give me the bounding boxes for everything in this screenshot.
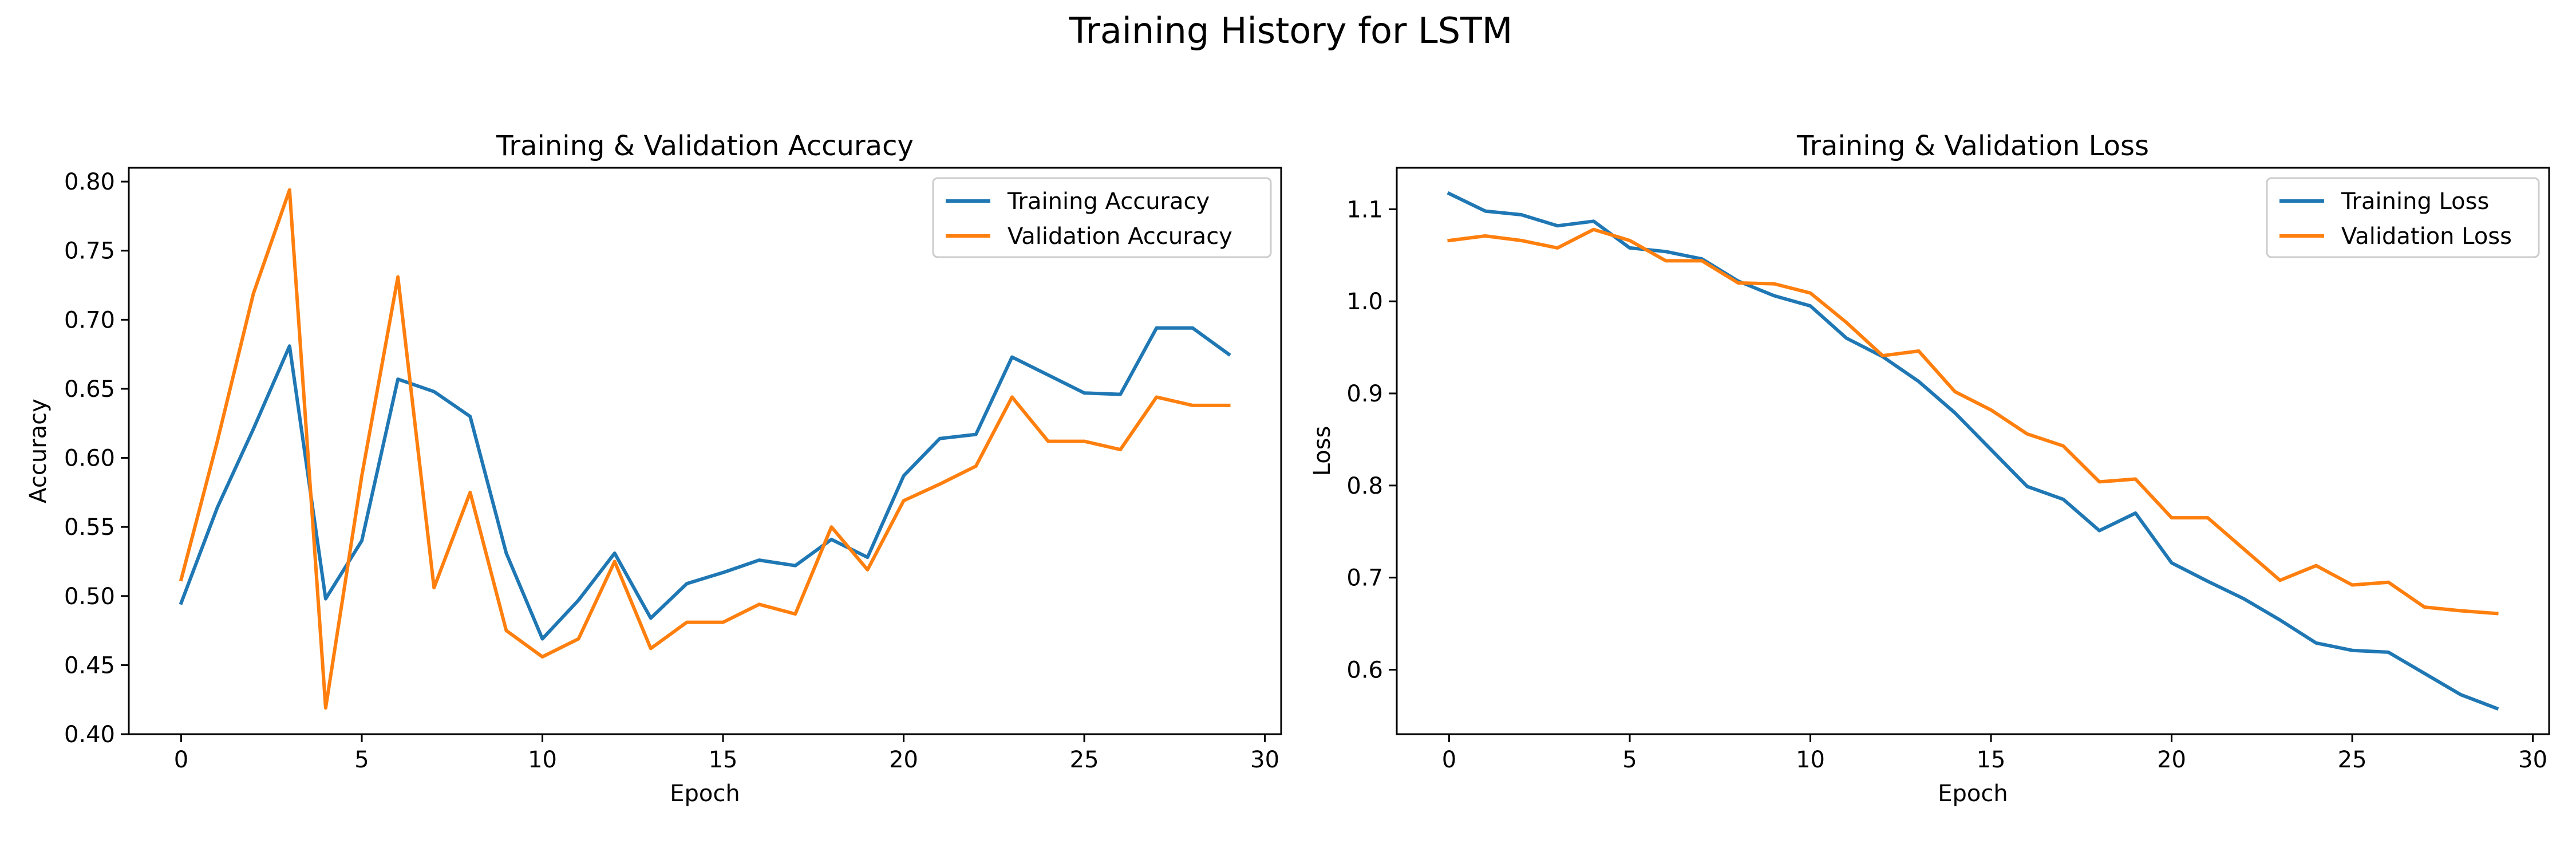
accuracy-x-tick-label: 5 (354, 747, 369, 773)
accuracy-y-tick-label: 0.45 (64, 652, 115, 679)
loss-y-tick-label: 1.0 (1346, 289, 1383, 315)
accuracy-x-tick-label: 10 (528, 747, 557, 773)
loss-y-tick-label: 1.1 (1346, 196, 1383, 223)
loss-axes-frame (1396, 167, 2550, 735)
accuracy-chart: 0 5 10 15 20 25 30 0.40 0.45 0.50 0.55 0.60 0.65 0.70… (25, 130, 1282, 807)
accuracy-y-tick-label: 0.65 (64, 376, 115, 403)
accuracy-x-tick-label: 0 (174, 747, 188, 773)
accuracy-series-line-training (179, 326, 1231, 641)
accuracy-chart-title: Training & Validation Accuracy (496, 130, 914, 162)
loss-x-tick-label: 10 (1796, 747, 1825, 773)
loss-x-tick-label: 30 (2518, 747, 2547, 773)
accuracy-axes-frame (128, 167, 1282, 735)
accuracy-x-tick-label: 30 (1250, 747, 1279, 773)
loss-y-tick-label: 0.7 (1346, 565, 1383, 592)
accuracy-legend-label-training: Training Accuracy (1007, 188, 1210, 215)
accuracy-y-tick-label: 0.70 (64, 307, 115, 333)
accuracy-y-tick-label: 0.60 (64, 446, 115, 472)
accuracy-x-axis-label: Epoch (670, 781, 740, 807)
accuracy-y-tick-label: 0.75 (64, 238, 115, 265)
accuracy-y-tick-label: 0.40 (64, 722, 115, 748)
loss-series-line-validation (1447, 227, 2499, 616)
loss-legend-label-training: Training Loss (2341, 188, 2489, 215)
accuracy-legend-box (932, 177, 1272, 258)
loss-series-line-training (1447, 191, 2499, 711)
figure-title: Training History for LSTM (1069, 10, 1513, 52)
loss-x-tick-label: 25 (2338, 747, 2367, 773)
loss-chart-title: Training & Validation Loss (1796, 130, 2149, 162)
accuracy-x-tick-label: 25 (1070, 747, 1099, 773)
loss-legend-box (2266, 177, 2540, 258)
loss-legend: Training Loss Validation Loss (2266, 177, 2540, 258)
loss-y-tick-label: 0.8 (1346, 473, 1383, 499)
loss-y-tick-label: 0.9 (1346, 381, 1383, 407)
loss-chart: 0 5 10 15 20 25 30 0.6 0.7 0.8 0.9 1.0 1.1 Training &… (1309, 130, 2550, 807)
accuracy-legend: Training Accuracy Validation Accuracy (932, 177, 1272, 258)
accuracy-x-tick-label: 20 (889, 747, 918, 773)
accuracy-x-tick-label: 15 (709, 747, 738, 773)
loss-x-tick-label: 15 (1977, 747, 2006, 773)
loss-plot-area (1397, 168, 2549, 734)
loss-y-axis-label: Loss (1309, 426, 1336, 476)
loss-legend-label-validation: Validation Loss (2341, 223, 2512, 250)
loss-x-tick-label: 20 (2157, 747, 2186, 773)
loss-x-tick-label: 5 (1622, 747, 1637, 773)
loss-x-tick-label: 0 (1442, 747, 1456, 773)
accuracy-legend-label-validation: Validation Accuracy (1008, 223, 1232, 250)
accuracy-y-tick-label: 0.55 (64, 514, 115, 541)
accuracy-y-axis-label: Accuracy (25, 399, 52, 503)
accuracy-series-line-validation (179, 188, 1231, 710)
accuracy-y-tick-label: 0.80 (64, 169, 115, 195)
loss-y-tick-label: 0.6 (1346, 657, 1383, 683)
loss-x-axis-label: Epoch (1938, 781, 2008, 807)
accuracy-y-tick-label: 0.50 (64, 584, 115, 610)
